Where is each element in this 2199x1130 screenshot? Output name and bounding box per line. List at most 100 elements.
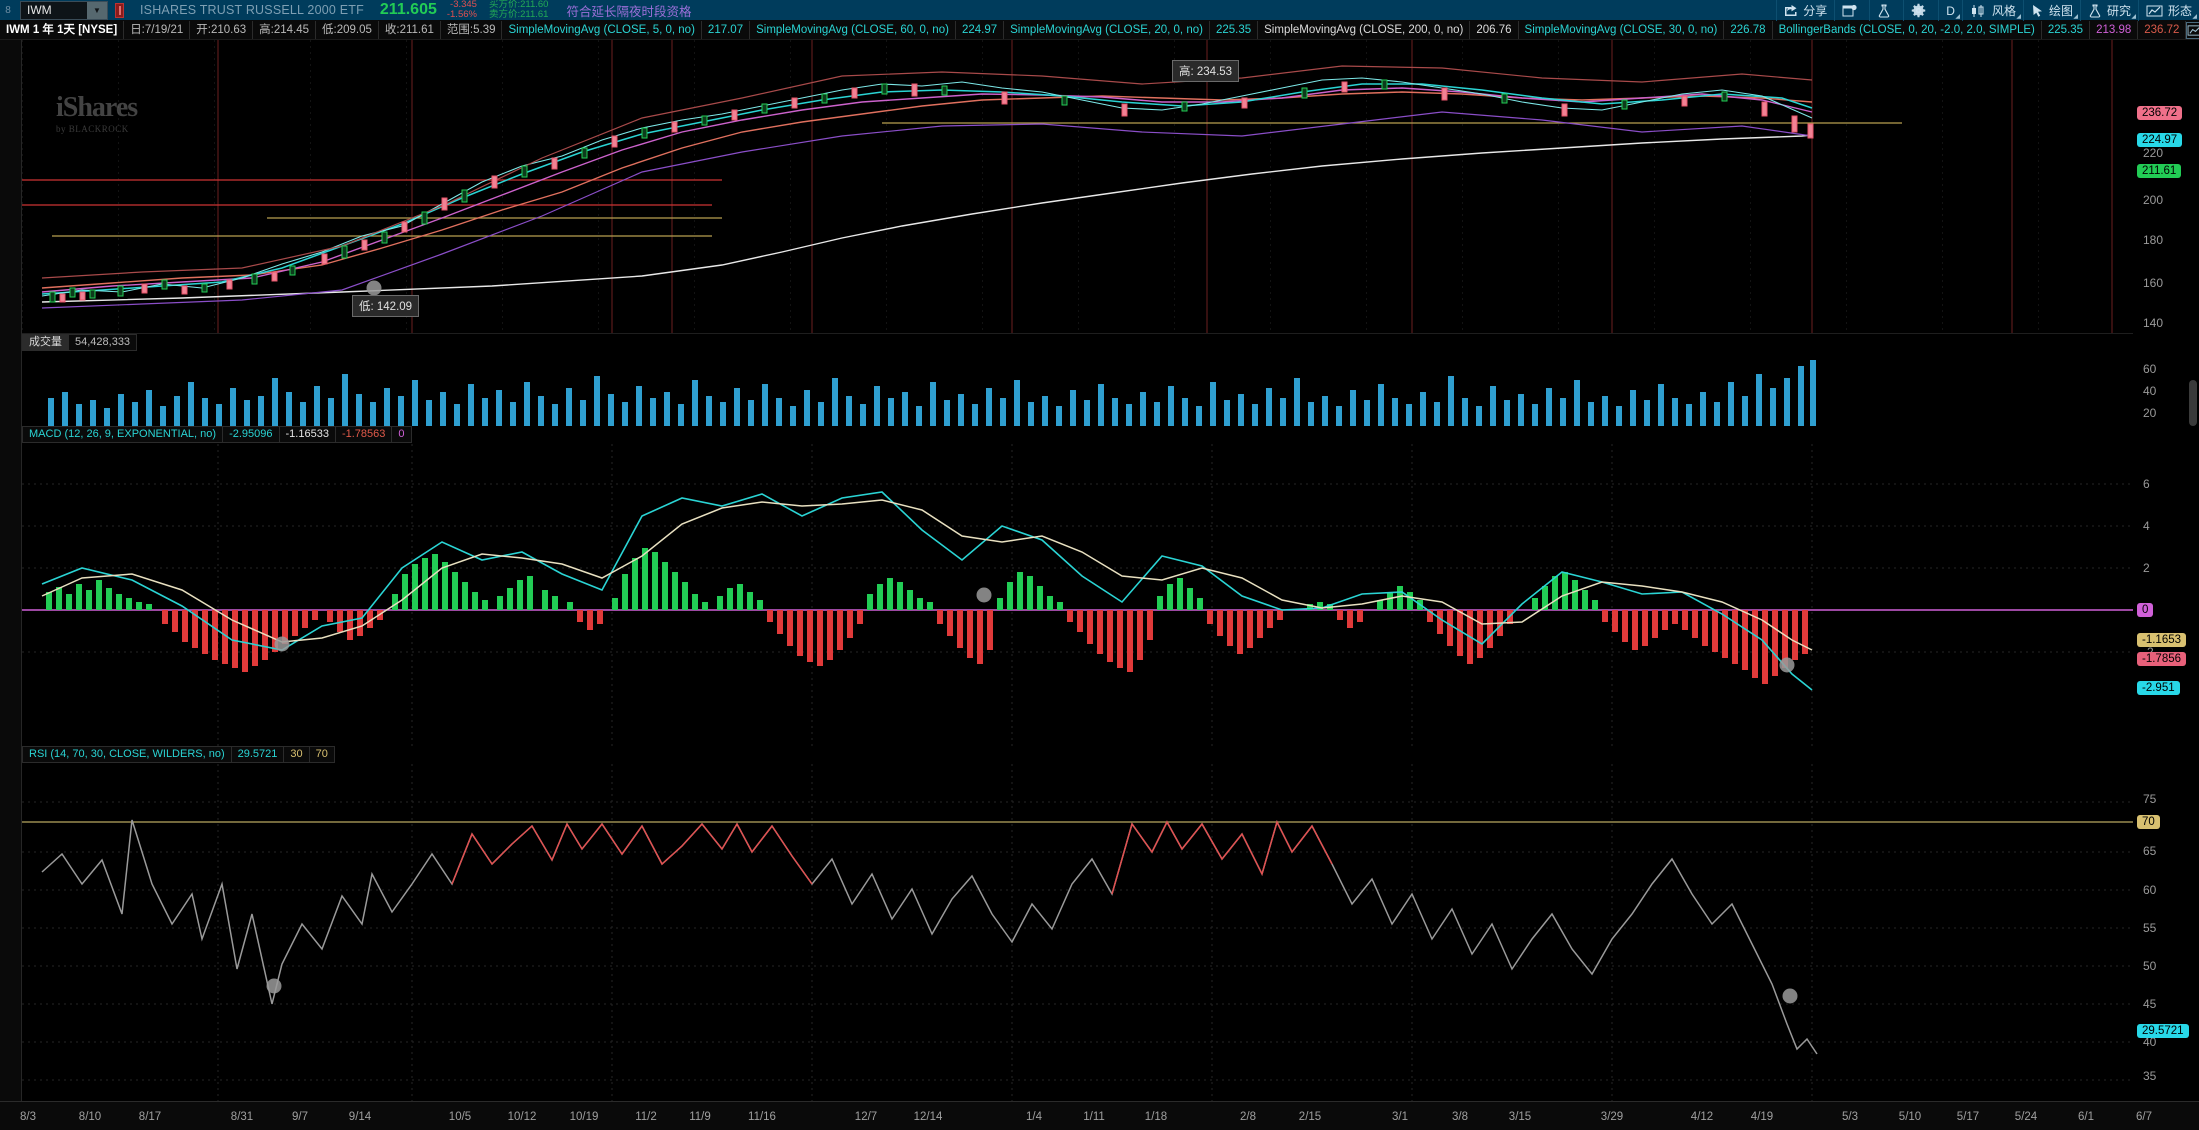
date-tick-6: 10/5 (448, 1111, 472, 1123)
price-chart-panel[interactable]: iShares by BLACKROCK 高: 234.53 低: 142.09… (0, 40, 2199, 334)
date-tick-22: 3/29 (1600, 1111, 1624, 1123)
rsi-oversold: 30 (284, 747, 310, 762)
price-tick-140: 140 (2143, 316, 2164, 330)
top-toolbar: 8 IWM ▼ ISHARES TRUST RUSSELL 2000 ETF 2… (0, 0, 2199, 21)
toolbar-actions: 分享 D ◢ 风格 ◢ (1776, 0, 2199, 21)
date-tick-24: 4/19 (1750, 1111, 1774, 1123)
pattern-icon[interactable] (2186, 21, 2199, 39)
rsi-axis[interactable]: 75 65 60 55 50 45 40 35 70 29.5721 (2133, 746, 2199, 1101)
research-button[interactable]: 研究 ◢ (2079, 0, 2138, 21)
study-sma5-name[interactable]: SimpleMovingAvg (CLOSE, 5, 0, no) (502, 21, 702, 39)
study-sma60-name[interactable]: SimpleMovingAvg (CLOSE, 60, 0, no) (750, 21, 956, 39)
price-tick-180: 180 (2143, 233, 2164, 247)
date-tick-23: 4/12 (1690, 1111, 1714, 1123)
study-bollinger-upper: 236.72 (2138, 21, 2187, 39)
price-left-gutter (0, 40, 22, 334)
macd-tick-2: 2 (2143, 561, 2150, 575)
volume-legend[interactable]: 成交量 54,428,333 (22, 334, 138, 351)
symbol-value: IWM (27, 3, 52, 17)
date-tick-19: 3/1 (1392, 1111, 1408, 1123)
price-plot-area[interactable]: iShares by BLACKROCK 高: 234.53 低: 142.09 (22, 40, 2133, 334)
study-bollinger-lower: 213.98 (2090, 21, 2139, 39)
patterns-button[interactable]: 形态 ◢ (2137, 0, 2199, 21)
macd-study-name[interactable]: MACD (12, 26, 9, EXPONENTIAL, no) (23, 427, 224, 442)
rsi-plot-area[interactable] (22, 764, 2133, 1101)
settings-button[interactable] (1903, 0, 1938, 21)
research-label: 研究 (2106, 4, 2131, 18)
calendar-icon (1842, 4, 1857, 18)
chevron-down-icon[interactable]: ◢ (1955, 14, 1960, 20)
date-tick-27: 5/17 (1956, 1111, 1980, 1123)
volume-panel[interactable]: 成交量 54,428,333 (0, 334, 2199, 426)
instrument-description: ISHARES TRUST RUSSELL 2000 ETF (140, 3, 364, 17)
study-sma30-name[interactable]: SimpleMovingAvg (CLOSE, 30, 0, no) (1519, 21, 1725, 39)
macd-marker-1[interactable] (274, 636, 290, 652)
volume-label: 成交量 (23, 335, 69, 350)
share-button[interactable]: 分享 (1776, 0, 1834, 21)
volume-tick-20: 20 (2143, 406, 2157, 420)
date-tick-25: 5/3 (1842, 1111, 1858, 1123)
volume-plot-area[interactable] (22, 352, 2133, 426)
study-bollinger-name[interactable]: BollingerBands (CLOSE, 0, 20, -2.0, 2.0,… (1773, 21, 2042, 39)
volume-left-gutter (0, 334, 22, 426)
rsi-legend[interactable]: RSI (14, 70, 30, CLOSE, WILDERS, no) 29.… (22, 746, 335, 763)
date-tick-3: 8/31 (230, 1111, 254, 1123)
chart-style-button[interactable]: 风格 ◢ (1961, 0, 2023, 21)
study-sma200-name[interactable]: SimpleMovingAvg (CLOSE, 200, 0, no) (1258, 21, 1471, 39)
chart-legend: IWM 1 年 1天 [NYSE] 日:7/19/21 开:210.63 高:2… (0, 21, 2199, 40)
rsi-study-name[interactable]: RSI (14, 70, 30, CLOSE, WILDERS, no) (23, 747, 232, 762)
rsi-marker-1[interactable] (266, 978, 282, 994)
legend-low: 低:209.05 (316, 21, 379, 39)
price-axis[interactable]: 220 200 180 160 140 236.72 224.97 211.61 (2133, 40, 2199, 334)
patterns-label: 形态 (2167, 4, 2192, 18)
studies-flask-button[interactable] (1869, 0, 1903, 21)
legend-range: 范围:5.39 (441, 21, 503, 39)
change-percent: -1.56% (446, 9, 477, 20)
date-tick-21: 3/15 (1508, 1111, 1532, 1123)
price-tick-160: 160 (2143, 276, 2164, 290)
low-marker[interactable] (366, 280, 382, 296)
price-tick-200: 200 (2143, 193, 2164, 207)
chevron-down-icon[interactable]: ◢ (2073, 14, 2078, 20)
bid-ask: 买方价:211.60 卖方价:211.61 (489, 0, 549, 20)
date-tick-15: 1/11 (1083, 1111, 1105, 1123)
date-tick-14: 1/4 (1026, 1111, 1042, 1123)
date-axis[interactable]: 8/3 8/10 8/17 8/31 9/7 9/14 10/5 10/12 1… (0, 1101, 2199, 1130)
flask-icon (2088, 3, 2102, 18)
rsi-marker-2[interactable] (1782, 988, 1798, 1004)
date-tick-26: 5/10 (1898, 1111, 1922, 1123)
calendar-button[interactable] (1834, 0, 1869, 21)
rsi-tick-60: 60 (2143, 883, 2157, 897)
vertical-scrollbar[interactable] (2189, 380, 2197, 426)
flask-icon (1877, 3, 1891, 18)
symbol-input[interactable]: IWM ▼ (20, 0, 108, 20)
rsi-badge-overbought: 70 (2137, 815, 2160, 829)
macd-legend[interactable]: MACD (12, 26, 9, EXPONENTIAL, no) -2.950… (22, 426, 412, 443)
alert-flag-icon[interactable] (115, 2, 124, 18)
date-tick-7: 10/12 (507, 1111, 537, 1123)
macd-plot-area[interactable] (22, 444, 2133, 746)
macd-marker-3[interactable] (1779, 657, 1795, 673)
chevron-down-icon[interactable]: ▼ (87, 1, 107, 19)
macd-value: -2.95096 (223, 427, 280, 442)
date-tick-29: 6/1 (2078, 1111, 2094, 1123)
price-badge-bollinger-upper: 236.72 (2137, 106, 2183, 120)
volume-tick-40: 40 (2143, 384, 2157, 398)
study-sma20-name[interactable]: SimpleMovingAvg (CLOSE, 20, 0, no) (1004, 21, 1210, 39)
price-badge-sma: 224.97 (2137, 133, 2183, 147)
date-tick-1: 8/10 (78, 1111, 102, 1123)
macd-axis[interactable]: 6 4 2 -2 0 -1.1653 -1.7856 -2.951 (2133, 426, 2199, 746)
chevron-down-icon[interactable]: ◢ (2131, 14, 2136, 20)
rsi-panel[interactable]: RSI (14, 70, 30, CLOSE, WILDERS, no) 29.… (0, 746, 2199, 1101)
share-label: 分享 (1803, 4, 1828, 18)
drawings-button[interactable]: 绘图 ◢ (2022, 0, 2080, 21)
drawing-mode-button[interactable]: D ◢ (1938, 0, 1962, 21)
chevron-down-icon[interactable]: ◢ (2192, 14, 2197, 20)
macd-marker-2[interactable] (976, 587, 992, 603)
price-change: -3.345 -1.56% (447, 0, 477, 20)
rsi-tick-45: 45 (2143, 997, 2157, 1011)
rsi-tick-55: 55 (2143, 921, 2157, 935)
macd-panel[interactable]: MACD (12, 26, 9, EXPONENTIAL, no) -2.950… (0, 426, 2199, 746)
chevron-down-icon[interactable]: ◢ (2016, 14, 2021, 20)
volume-axis[interactable]: 60 40 20 (2133, 334, 2199, 426)
